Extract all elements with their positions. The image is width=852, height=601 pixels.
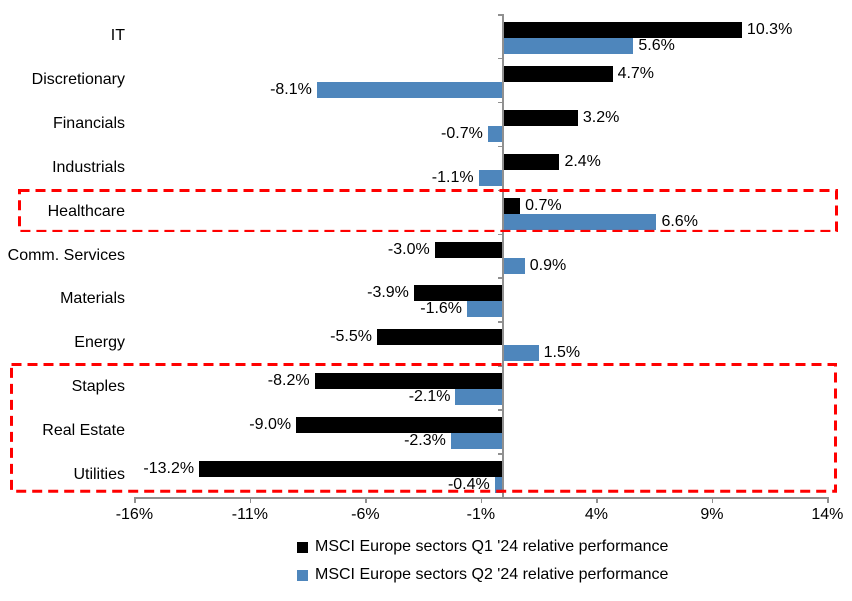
bar-q2-7: [504, 345, 539, 362]
y-axis-category-tick: [498, 57, 504, 60]
value-label-q1-3: 2.4%: [564, 152, 601, 170]
value-label-q1-6: -3.9%: [367, 284, 409, 302]
y-axis-category-tick: [498, 14, 504, 16]
y-axis-category-tick: [498, 233, 504, 235]
legend-swatch-q1-icon: [297, 541, 308, 553]
bar-q1-1: [504, 65, 613, 82]
value-label-q2-3: -1.1%: [431, 168, 474, 186]
value-label-q1-5: -3.0%: [387, 240, 430, 258]
category-label-1: Discretionary: [31, 70, 125, 88]
y-axis-category-tick: [498, 101, 504, 104]
x-axis-tick: [711, 497, 714, 503]
category-label-3: Industrials: [52, 158, 125, 176]
value-label-q2-0: 5.6%: [638, 37, 675, 54]
bar-q1-2: [504, 109, 578, 126]
x-axis-tick: [827, 497, 829, 503]
x-axis-tick: [134, 497, 136, 503]
bar-q2-3: [478, 169, 504, 186]
x-tick-label-1: -11%: [231, 506, 268, 523]
legend-label-q2: MSCI Europe sectors Q2 '24 relative perf…: [315, 566, 669, 583]
bar-q2-2: [487, 125, 504, 142]
bar-q1-5: [434, 241, 504, 258]
x-tick-label-2: -6%: [351, 506, 380, 523]
category-label-7: Energy: [74, 334, 125, 352]
bar-q2-0: [504, 38, 634, 54]
value-label-q2-1: -8.1%: [270, 80, 312, 98]
bar-q1-0: [504, 22, 742, 38]
legend-item-q1: MSCI Europe sectors Q1 '24 relative perf…: [297, 537, 668, 557]
y-axis-line: [501, 14, 504, 497]
bar-q1-3: [504, 153, 560, 170]
value-label-q2-7: 1.5%: [543, 344, 581, 362]
x-axis-tick: [365, 497, 367, 503]
value-label-q1-1: 4.7%: [617, 64, 655, 82]
x-tick-label-3: -1%: [466, 506, 496, 523]
y-axis-category-tick: [498, 145, 504, 148]
y-axis-category-tick: [498, 277, 504, 279]
bar-q2-1: [316, 81, 504, 98]
bar-q2-6: [467, 301, 504, 318]
category-label-2: Financials: [52, 114, 125, 132]
category-label-5: Comm. Services: [7, 246, 125, 264]
x-tick-label-6: 14%: [811, 506, 844, 523]
y-axis-category-tick: [498, 321, 504, 323]
legend-swatch-q2-icon: [297, 569, 308, 581]
legend-item-q2: MSCI Europe sectors Q2 '24 relative perf…: [297, 565, 668, 585]
x-axis-tick: [249, 497, 252, 503]
category-label-6: Materials: [60, 290, 125, 308]
x-tick-label-4: 4%: [584, 506, 608, 523]
value-label-q1-0: 10.3%: [746, 21, 793, 38]
bar-q1-6: [413, 285, 504, 302]
value-label-q1-7: -5.5%: [330, 328, 372, 346]
value-label-q2-5: 0.9%: [529, 256, 567, 274]
legend-label-q1: MSCI Europe sectors Q1 '24 relative perf…: [315, 538, 669, 555]
x-axis-tick: [596, 497, 598, 503]
x-tick-label-5: 9%: [700, 506, 724, 523]
value-label-q2-6: -1.6%: [420, 300, 463, 318]
value-label-q1-2: 3.2%: [582, 108, 620, 126]
x-axis-tick: [480, 497, 483, 503]
x-tick-label-0: -16%: [115, 506, 154, 523]
bar-q2-5: [504, 257, 525, 274]
category-label-0: IT: [110, 27, 125, 44]
value-label-q2-2: -0.7%: [441, 124, 483, 142]
bar-q1-7: [376, 329, 504, 346]
